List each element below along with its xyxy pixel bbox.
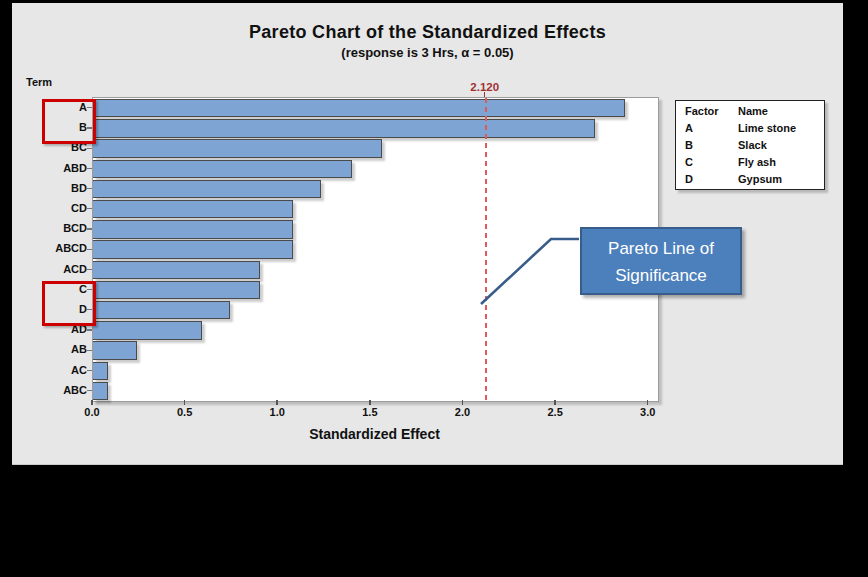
bar-ABC xyxy=(93,382,108,401)
bar-ABCD xyxy=(93,240,293,259)
legend-name: Slack xyxy=(738,139,767,151)
legend-factor: B xyxy=(685,139,693,151)
factor-legend: Factor Name A Lime stone B Slack C Fly ash D Gyps… xyxy=(675,100,825,190)
callout-text-line1: Pareto Line of xyxy=(582,235,740,262)
legend-header-row: Factor Name xyxy=(676,105,824,122)
x-axis-title: Standardized Effect xyxy=(92,426,657,442)
bar-BC xyxy=(93,139,382,158)
legend-factor: D xyxy=(685,173,693,185)
bar-AB xyxy=(93,341,137,360)
bar-BD xyxy=(93,180,321,199)
chart-title: Pareto Chart of the Standardized Effects xyxy=(12,22,843,43)
legend-header-name: Name xyxy=(738,105,768,117)
bar-CD xyxy=(93,200,293,219)
reference-line-tick xyxy=(484,92,486,97)
legend-factor: A xyxy=(685,122,693,134)
bar-ACD xyxy=(93,261,260,280)
bar-B xyxy=(93,119,595,138)
pareto-line-callout: Pareto Line of Significance xyxy=(580,227,742,295)
legend-factor: C xyxy=(685,156,693,168)
bar-BCD xyxy=(93,220,293,239)
y-axis-title: Term xyxy=(26,76,52,88)
legend-name: Lime stone xyxy=(738,122,796,134)
legend-name: Fly ash xyxy=(738,156,776,168)
legend-row-D: D Gypsum xyxy=(676,173,824,190)
legend-row-A: A Lime stone xyxy=(676,122,824,139)
plot-area xyxy=(92,97,659,402)
callout-text-line2: Significance xyxy=(582,262,740,289)
legend-header-factor: Factor xyxy=(685,105,719,117)
legend-row-B: B Slack xyxy=(676,139,824,156)
chart-subtitle: (response is 3 Hrs, α = 0.05) xyxy=(12,45,843,60)
legend-row-C: C Fly ash xyxy=(676,156,824,173)
bar-D xyxy=(93,301,230,320)
legend-name: Gypsum xyxy=(738,173,782,185)
screenshot-root: Pareto Chart of the Standardized Effects… xyxy=(0,0,868,577)
bar-AD xyxy=(93,321,202,340)
bar-A xyxy=(93,99,625,118)
significance-reference-line xyxy=(485,98,487,401)
bar-AC xyxy=(93,362,108,381)
bar-ABD xyxy=(93,160,352,179)
bar-C xyxy=(93,281,260,300)
